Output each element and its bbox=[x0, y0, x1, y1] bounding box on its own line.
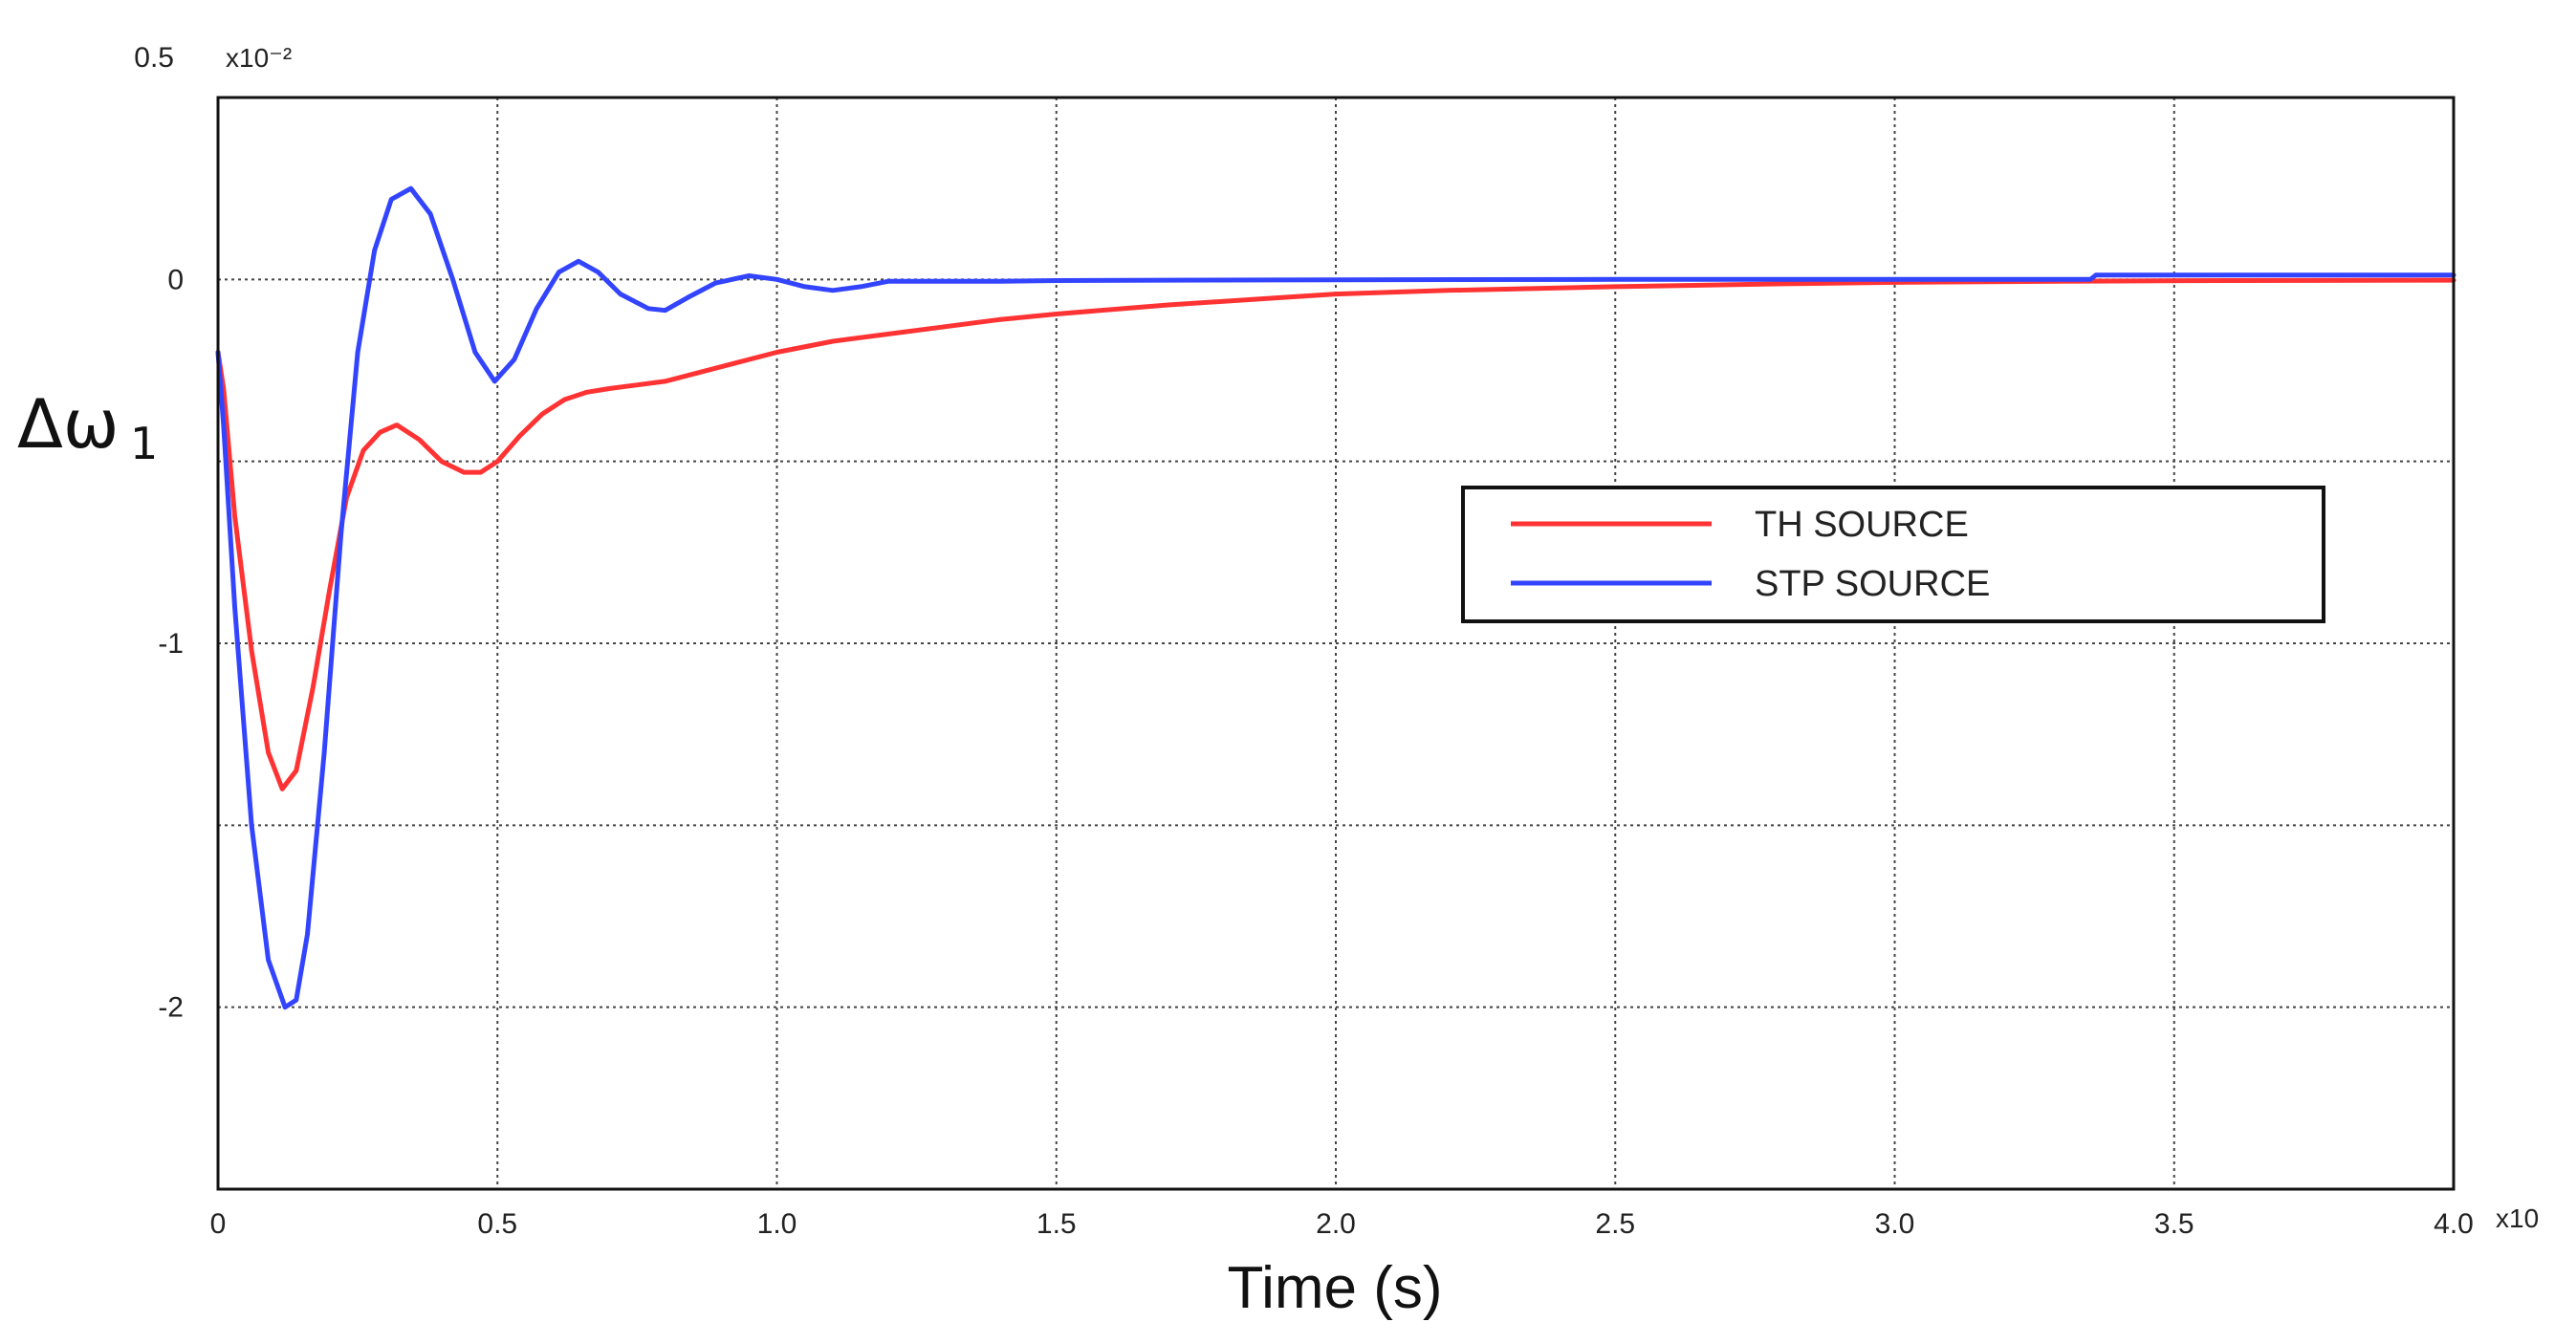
x-tick-label: 0 bbox=[210, 1208, 227, 1240]
series-line-stp-source bbox=[215, 185, 2456, 1010]
x-multiplier-label: x10 bbox=[2496, 1203, 2539, 1233]
legend: TH SOURCE STP SOURCE bbox=[1461, 486, 2325, 623]
grid-lines bbox=[218, 98, 2454, 1189]
legend-label: STP SOURCE bbox=[1755, 564, 1990, 604]
x-tick-labels: 0 0.5 1.0 1.5 2.0 2.5 3.0 3.5 4.0 bbox=[210, 1208, 2474, 1240]
y-axis-label-group: Δω 1 bbox=[17, 385, 158, 469]
y-axis-label-subscript: 1 bbox=[130, 418, 158, 469]
y-tick-label: -2 bbox=[158, 992, 184, 1024]
y-multiplier-label: x10⁻² bbox=[226, 43, 292, 73]
plot-frame bbox=[216, 96, 2456, 1191]
series-line-th-source bbox=[215, 277, 2456, 791]
x-tick-label: 3.0 bbox=[1875, 1208, 1915, 1240]
legend-label: TH SOURCE bbox=[1755, 505, 1969, 545]
x-tick-label: 0.5 bbox=[477, 1208, 517, 1240]
y-axis-label: Δω bbox=[17, 385, 120, 464]
x-axis-label: Time (s) bbox=[1228, 1255, 1443, 1321]
y-tick-label: 0.5 bbox=[134, 42, 174, 74]
x-tick-label: 2.0 bbox=[1316, 1208, 1356, 1240]
y-tick-labels: 0.5 0 -1 -2 bbox=[134, 42, 184, 1024]
x-tick-label: 3.5 bbox=[2154, 1208, 2194, 1240]
x-tick-label: 1.0 bbox=[757, 1208, 797, 1240]
x-tick-label: 4.0 bbox=[2434, 1208, 2474, 1240]
legend-box bbox=[1461, 486, 2325, 623]
x-tick-label: 1.5 bbox=[1037, 1208, 1077, 1240]
y-tick-label: -1 bbox=[158, 628, 184, 660]
x-tick-label: 2.5 bbox=[1595, 1208, 1635, 1240]
y-tick-label: 0 bbox=[167, 264, 184, 295]
series-lines bbox=[215, 185, 2456, 1010]
